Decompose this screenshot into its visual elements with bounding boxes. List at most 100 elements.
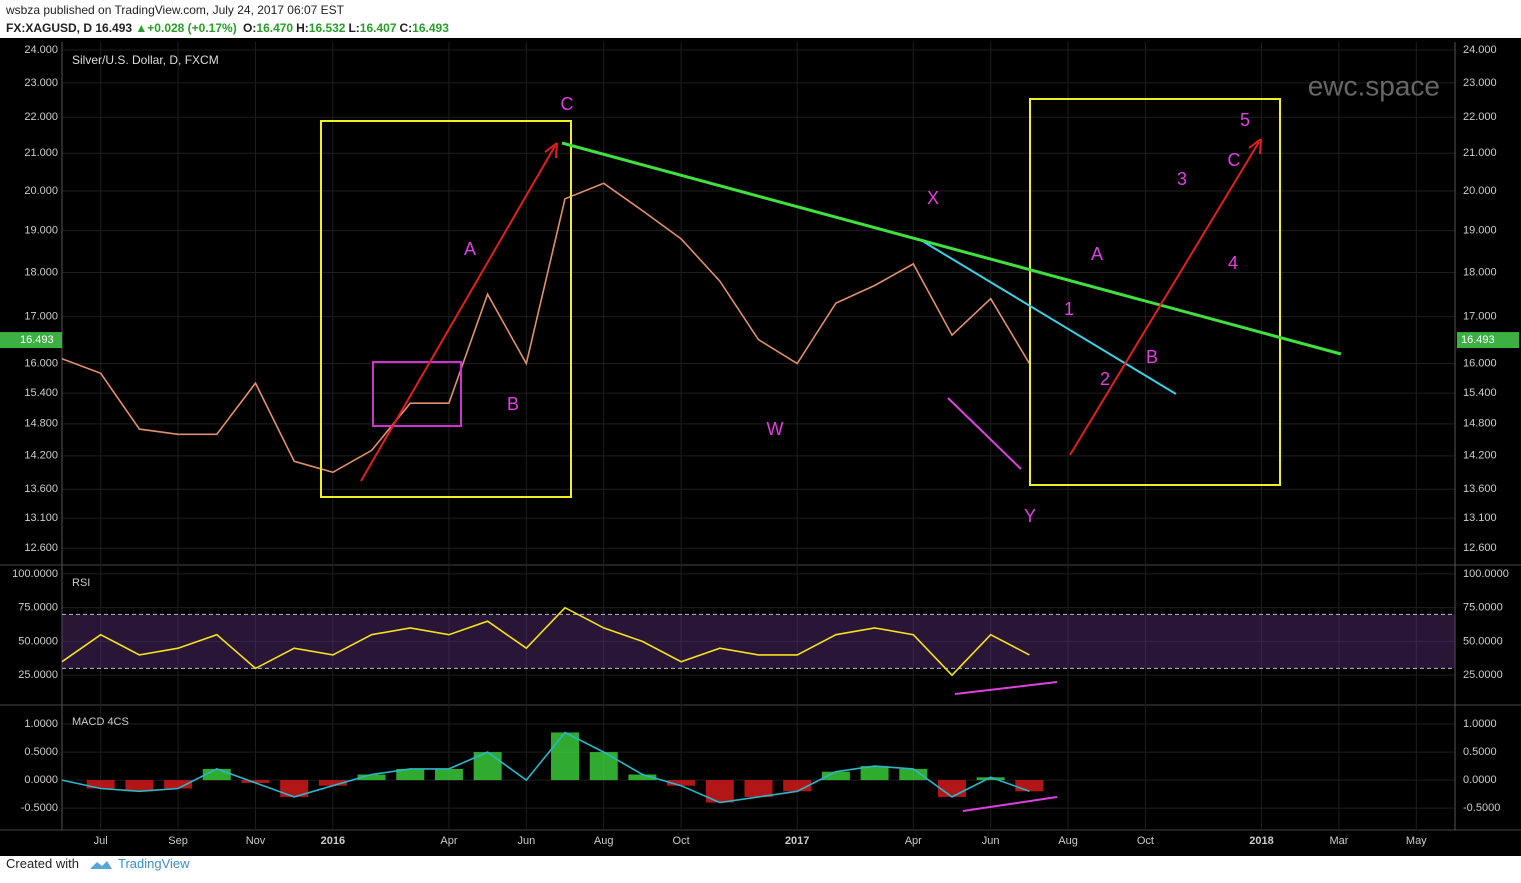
y-tick-label: 21.000 (1463, 147, 1497, 159)
logo (89, 860, 112, 869)
y-tick-label: 12.600 (1463, 542, 1497, 554)
histogram-bar (589, 752, 618, 781)
histogram-bar (783, 780, 812, 792)
histogram-bar (551, 732, 580, 781)
ohlc-value: 16.493 (412, 21, 449, 35)
series-line (61, 731, 1030, 804)
y-tick-label: 15.400 (24, 387, 58, 399)
x-tick-label: May (1406, 835, 1427, 847)
y-tick-label: 0.0000 (24, 774, 58, 786)
histogram-bar (396, 768, 425, 781)
y-tick-label: 1.0000 (24, 718, 58, 730)
y-tick-label: 15.400 (1463, 387, 1497, 399)
y-tick-label: 18.000 (1463, 266, 1497, 278)
trend-line (561, 141, 1342, 356)
y-tick-label: 25.0000 (1463, 669, 1503, 681)
y-tick-label: 75.0000 (1463, 602, 1503, 614)
histogram-bar (318, 780, 347, 786)
y-tick-label: 24.000 (24, 44, 58, 56)
series-line (61, 182, 1031, 474)
x-tick-label: Jun (517, 835, 535, 847)
wave-label: X (927, 188, 939, 208)
divergence-line (947, 397, 1022, 470)
histogram-bar (241, 780, 270, 783)
last-price-box (0, 332, 62, 349)
created-with: Created with (6, 856, 79, 871)
histogram-bar (164, 780, 193, 789)
ohlc-value: 16.407 (359, 21, 397, 35)
y-tick-label: 50.0000 (1463, 635, 1503, 647)
histogram-bar (280, 780, 309, 797)
last-price-box (1457, 332, 1519, 349)
histogram-bar (899, 768, 928, 781)
y-tick-label: 21.000 (24, 147, 58, 159)
y-tick-label: 13.600 (1463, 483, 1497, 495)
background (0, 38, 1521, 856)
x-tick-label: Nov (246, 835, 266, 847)
y-tick-label: 14.200 (24, 450, 58, 462)
histogram-bar (357, 774, 386, 781)
y-tick-label: 17.000 (24, 311, 58, 323)
y-tick-label: 75.0000 (18, 602, 58, 614)
y-tick-label: 24.000 (1463, 44, 1497, 56)
ohlc-label: O: (243, 21, 257, 35)
arrow-head (544, 142, 558, 159)
histogram-bar (202, 768, 231, 781)
footer: Created with TradingView (6, 856, 190, 871)
y-tick-label: -0.5000 (21, 802, 58, 814)
symbol-line: FX:XAGUSD, D 16.493 ▲+0.028 (+0.17%) O:1… (6, 21, 449, 35)
box (1029, 98, 1281, 486)
arrow (360, 145, 556, 482)
wave-label: W (767, 419, 784, 439)
rsi-band (62, 614, 1455, 669)
box (372, 361, 462, 427)
wave-label: C (1228, 150, 1241, 170)
panel-title: MACD 4CS (72, 716, 129, 728)
histogram-bar (976, 777, 1005, 781)
y-tick-label: 20.000 (1463, 185, 1497, 197)
histogram-bar (705, 780, 734, 803)
ohlc-label: H: (296, 21, 309, 35)
y-tick-label: 16.000 (24, 357, 58, 369)
arrow-head (1248, 138, 1262, 155)
y-tick-label: 12.600 (24, 542, 58, 554)
brand: TradingView (118, 856, 190, 871)
divergence-line (962, 796, 1058, 812)
histogram-bar (860, 766, 889, 781)
y-tick-label: 100.0000 (1463, 568, 1509, 580)
histogram-bar (1015, 780, 1044, 792)
y-tick-label: 19.000 (24, 225, 58, 237)
y-tick-label: 20.000 (24, 185, 58, 197)
y-tick-label: 1.0000 (1463, 718, 1497, 730)
y-tick-label: 16.000 (1463, 357, 1497, 369)
x-tick-label: Jul (94, 835, 108, 847)
histogram-bar (821, 771, 850, 781)
histogram-bar (125, 780, 154, 792)
ohlc-value: 16.532 (308, 21, 346, 35)
series-line (61, 606, 1030, 677)
y-tick-label: 23.000 (24, 77, 58, 89)
chart-title: Silver/U.S. Dollar, D, FXCM (72, 53, 219, 67)
y-tick-label: 25.0000 (18, 669, 58, 681)
y-tick-label: 13.100 (1463, 512, 1497, 524)
ohlc-label: L: (348, 21, 360, 35)
wave-label: A (464, 239, 476, 259)
y-tick-label: 100.0000 (12, 568, 58, 580)
histogram-bar (937, 780, 966, 797)
x-tick-label: Apr (440, 835, 457, 847)
ohlc: O:16.470 H:16.532 L:16.407 C:16.493 (240, 21, 449, 35)
ohlc-label: C: (399, 21, 413, 35)
wave-label: A (1091, 244, 1103, 264)
wave-label: C (561, 94, 574, 114)
y-tick-label: 19.000 (1463, 225, 1497, 237)
y-tick-label: 0.5000 (24, 746, 58, 758)
drawings (320, 98, 1342, 812)
x-tick-label: Oct (1137, 835, 1154, 847)
histogram-bar (628, 774, 657, 781)
arrow (1069, 141, 1260, 456)
wave-label: 1 (1064, 299, 1074, 319)
x-tick-label: Jun (982, 835, 1000, 847)
y-tick-label: 23.000 (1463, 77, 1497, 89)
x-tick-label: 2016 (321, 835, 345, 847)
